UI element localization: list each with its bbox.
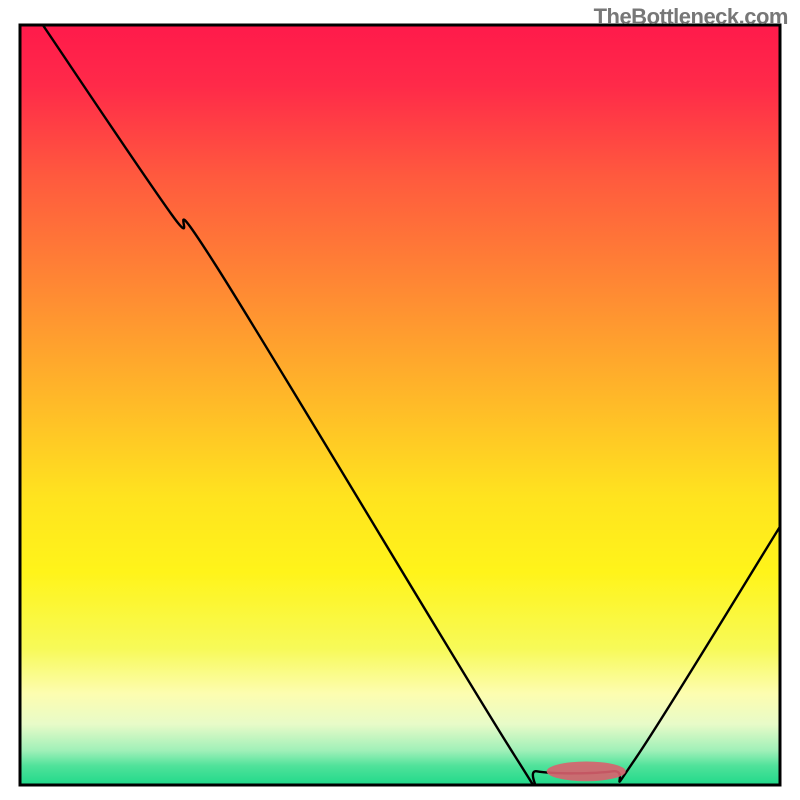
bottleneck-chart — [0, 0, 800, 800]
watermark-label: TheBottleneck.com — [594, 4, 788, 30]
plot-background — [20, 25, 780, 785]
optimal-marker — [547, 761, 626, 781]
chart-container: TheBottleneck.com — [0, 0, 800, 800]
